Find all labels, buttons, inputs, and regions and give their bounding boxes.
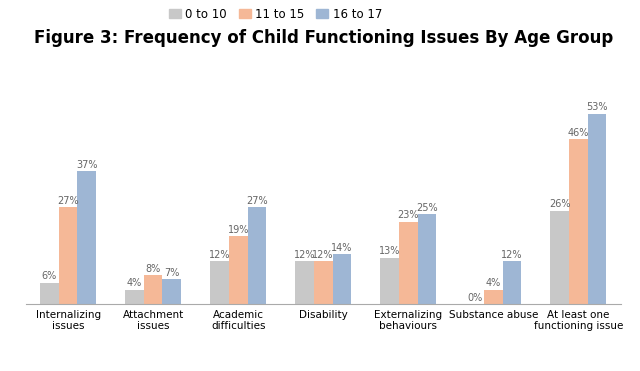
- Text: 6%: 6%: [42, 271, 57, 281]
- Bar: [229, 236, 248, 304]
- Text: 13%: 13%: [379, 246, 400, 256]
- Text: 4%: 4%: [127, 278, 142, 288]
- Bar: [399, 221, 417, 304]
- Bar: [295, 261, 314, 304]
- Text: 27%: 27%: [246, 196, 268, 206]
- Bar: [588, 114, 606, 304]
- Text: 12%: 12%: [294, 250, 316, 260]
- Text: 12%: 12%: [501, 250, 523, 260]
- Text: 53%: 53%: [586, 102, 608, 112]
- Text: 25%: 25%: [416, 203, 438, 213]
- Text: 27%: 27%: [58, 196, 79, 206]
- Text: 26%: 26%: [549, 200, 570, 210]
- Text: 46%: 46%: [568, 128, 589, 138]
- Text: 8%: 8%: [145, 264, 161, 274]
- Bar: [314, 261, 333, 304]
- Legend: 0 to 10, 11 to 15, 16 to 17: 0 to 10, 11 to 15, 16 to 17: [164, 3, 387, 25]
- Bar: [380, 257, 399, 304]
- Bar: [144, 276, 163, 304]
- Text: 4%: 4%: [486, 278, 501, 288]
- Text: 14%: 14%: [332, 243, 353, 253]
- Title: Figure 3: Frequency of Child Functioning Issues By Age Group: Figure 3: Frequency of Child Functioning…: [33, 29, 613, 47]
- Bar: [210, 261, 229, 304]
- Bar: [40, 283, 59, 304]
- Text: 23%: 23%: [397, 210, 419, 220]
- Text: 37%: 37%: [76, 160, 97, 170]
- Text: 0%: 0%: [467, 293, 482, 303]
- Bar: [484, 290, 502, 304]
- Bar: [59, 207, 77, 304]
- Bar: [163, 279, 181, 304]
- Bar: [417, 214, 436, 304]
- Text: 19%: 19%: [227, 224, 249, 234]
- Text: 12%: 12%: [209, 250, 230, 260]
- Bar: [502, 261, 522, 304]
- Bar: [333, 254, 351, 304]
- Bar: [77, 171, 96, 304]
- Bar: [125, 290, 144, 304]
- Bar: [248, 207, 266, 304]
- Bar: [569, 139, 588, 304]
- Text: 7%: 7%: [164, 267, 180, 278]
- Text: 12%: 12%: [312, 250, 334, 260]
- Bar: [550, 211, 569, 304]
